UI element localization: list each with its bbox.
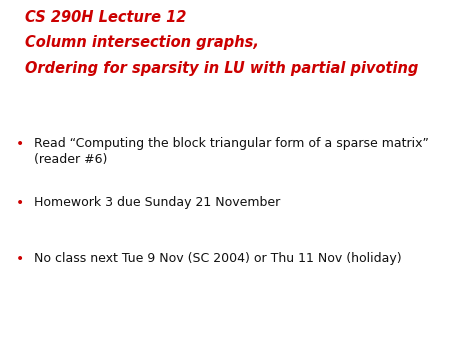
Text: Read “Computing the block triangular form of a sparse matrix”
(reader #6): Read “Computing the block triangular for… <box>34 137 428 166</box>
Text: CS 290H Lecture 12: CS 290H Lecture 12 <box>25 10 186 25</box>
Text: Column intersection graphs,: Column intersection graphs, <box>25 35 259 50</box>
Text: •: • <box>16 252 24 266</box>
Text: •: • <box>16 196 24 210</box>
Text: No class next Tue 9 Nov (SC 2004) or Thu 11 Nov (holiday): No class next Tue 9 Nov (SC 2004) or Thu… <box>34 252 401 265</box>
Text: Ordering for sparsity in LU with partial pivoting: Ordering for sparsity in LU with partial… <box>25 61 418 76</box>
Text: Homework 3 due Sunday 21 November: Homework 3 due Sunday 21 November <box>34 196 280 209</box>
Text: •: • <box>16 137 24 151</box>
